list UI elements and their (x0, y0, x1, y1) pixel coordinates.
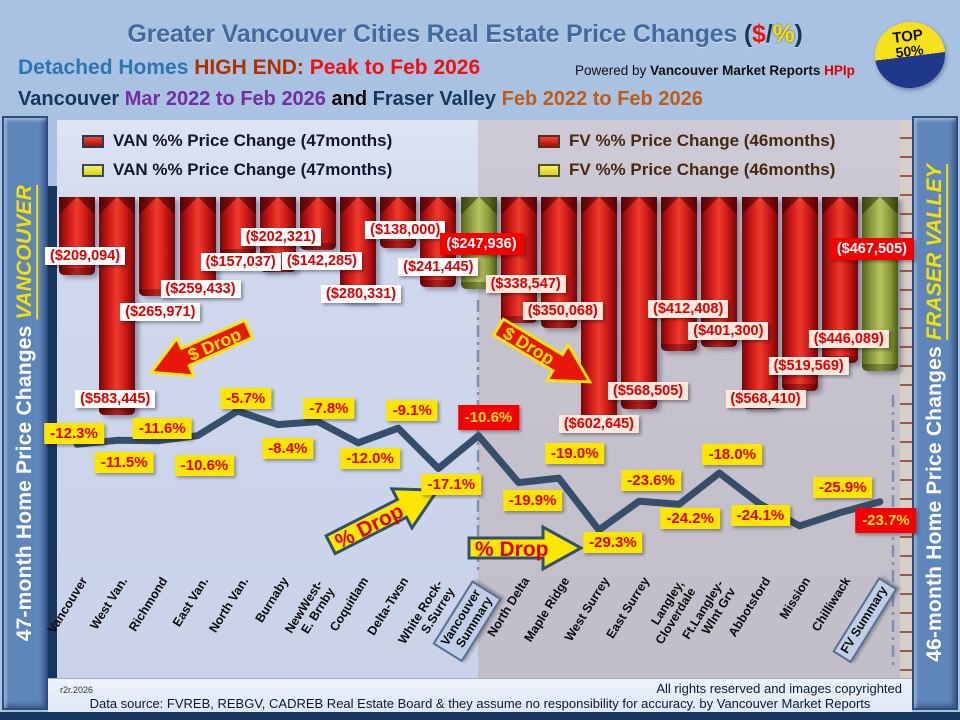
legend-van-yellow: VAN %% Price Change (47months) (82, 160, 392, 180)
dollar-change-label: ($265,971) (120, 303, 201, 321)
van-dollar-drop-arrow: $ Drop (138, 305, 261, 396)
legend-label: FV %% Price Change (46months) (569, 131, 836, 150)
fv-dollar-drop-label: $ Drop (500, 323, 559, 369)
vancouver-side-banner: 47-month Home Price Changes VANCOUVER (2, 116, 48, 710)
dollar-change-label: ($350,068) (522, 302, 603, 320)
percent-change-label: -24.2% (660, 508, 720, 530)
dollar-change-label: ($412,408) (648, 300, 729, 318)
percent-change-label: -7.8% (303, 397, 355, 419)
dollar-change-label: ($247,936) (439, 233, 524, 255)
percent-change-label: -10.6% (457, 404, 520, 430)
percent-change-label: -9.1% (386, 400, 438, 422)
percent-change-label: -23.7% (855, 507, 917, 533)
fv-pct-drop-arrow: % Drop (467, 524, 585, 572)
legend-swatch-yellow-icon (82, 163, 104, 177)
subtitle-peak: Peak to Feb 2026 (309, 56, 481, 79)
dollar-change-label: ($157,037) (200, 253, 281, 271)
percent-change-label: -17.1% (421, 474, 482, 496)
subtitle-detached: Detached Homes (18, 56, 195, 79)
percent-change-label: -12.0% (340, 447, 400, 469)
dollar-change-label: ($568,505) (607, 382, 689, 400)
percent-change-label: -8.4% (262, 437, 314, 459)
dollar-change-label: ($259,433) (160, 280, 241, 298)
percent-change-label: -19.9% (502, 489, 563, 511)
dollar-change-label: ($202,321) (240, 228, 321, 246)
rights-text: All rights reserved and images copyright… (656, 681, 902, 696)
dollar-change-label: ($467,505) (829, 238, 914, 260)
dollar-change-label: ($519,569) (768, 357, 849, 375)
legend-swatch-red-icon (82, 134, 104, 148)
date-range-line: Vancouver Mar 2022 to Feb 2026 and Frase… (18, 88, 703, 110)
right-banner-text: 46-month Home Price Changes (923, 340, 946, 662)
legend-swatch-red-icon (538, 134, 560, 148)
right-axis-ticks (900, 120, 912, 680)
dollar-change-label: ($583,445) (75, 390, 156, 408)
legend-label: FV %% Price Change (46months) (569, 160, 836, 179)
left-banner-text: 47-month Home Price Changes (13, 319, 36, 642)
subtitle: Detached Homes HIGH END: Peak to Feb 202… (18, 56, 480, 80)
subtitle-highend: HIGH END: (194, 56, 310, 79)
dollar-change-label: ($138,000) (365, 221, 446, 239)
percent-symbol: % (772, 20, 795, 48)
fv-dollar-drop-arrow: $ Drop (484, 305, 606, 406)
percent-change-label: -24.1% (730, 504, 791, 526)
percent-change-label: -11.6% (132, 417, 192, 439)
dollar-change-label: ($241,445) (398, 258, 479, 276)
bottom-navy-strip (0, 712, 960, 720)
percent-change-label: -25.9% (813, 476, 873, 498)
price-drop-bar-3 (139, 197, 176, 296)
right-banner-highlight: FRASER VALLEY (923, 164, 946, 341)
percent-change-label: -23.6% (621, 470, 681, 492)
legend-fv-red: FV %% Price Change (46months) (538, 131, 835, 151)
dollar-change-label: ($568,410) (725, 390, 806, 408)
percent-change-label: -19.0% (545, 443, 605, 465)
percent-change-label: -18.0% (702, 444, 763, 466)
dollar-change-label: ($446,089) (808, 330, 889, 348)
price-drop-bar-18 (741, 197, 778, 409)
fraser-valley-side-banner: 46-month Home Price Changes FRASER VALLE… (912, 116, 958, 710)
powered-by: Powered by Vancouver Market Reports HPIp (575, 63, 855, 78)
dollar-change-label: ($142,285) (281, 252, 362, 270)
left-banner-highlight: VANCOUVER (13, 184, 36, 320)
percent-change-label: -12.3% (44, 423, 104, 445)
legend-swatch-yellow-icon (538, 163, 560, 177)
percent-change-label: -5.7% (220, 388, 272, 410)
percent-change-label: -11.5% (94, 452, 154, 474)
percent-change-label: -29.3% (583, 531, 643, 553)
dollar-symbol: $ (751, 20, 766, 48)
top-50-badge: TOP 50% (871, 17, 949, 93)
van-dollar-drop-label: $ Drop (185, 324, 245, 365)
footer-band (48, 678, 912, 713)
dollar-change-label: ($338,547) (485, 275, 566, 293)
fv-pct-drop-label: % Drop (475, 538, 549, 561)
legend-label: VAN %% Price Change (47months) (113, 160, 393, 179)
data-source-text: Data source: FVREB, REBGV, CADREB Real E… (89, 696, 871, 711)
page-title: Greater Vancouver Cities Real Estate Pri… (127, 20, 803, 48)
percent-change-label: -10.6% (174, 454, 235, 476)
dollar-change-label: ($280,331) (320, 285, 402, 303)
price-drop-bar-8 (340, 197, 377, 302)
dollar-change-label: ($401,300) (688, 322, 769, 340)
legend-label: VAN %% Price Change (47months) (113, 131, 393, 150)
price-drop-bar-5 (219, 197, 256, 256)
legend-fv-yellow: FV %% Price Change (46months) (538, 160, 835, 180)
dollar-change-label: ($209,094) (44, 247, 126, 265)
revision-tag: r2r.2026 (60, 685, 94, 695)
legend-van-red: VAN %% Price Change (47months) (82, 131, 392, 151)
dollar-change-label: ($602,645) (558, 415, 639, 433)
